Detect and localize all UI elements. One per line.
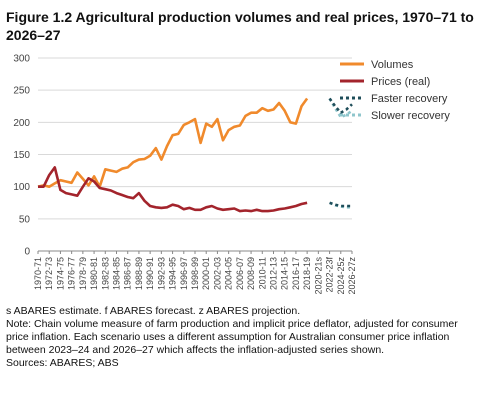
x-tick-label: 1992-93 [156,257,166,290]
y-axis-ticks: 0 50 100 150 200 250 300 [13,54,30,258]
x-tick-label: 2004-05 [224,257,234,290]
x-tick-label: 1978-79 [78,257,88,290]
x-tick-label: 2000-01 [201,257,211,290]
legend-label: Volumes [371,59,414,71]
y-tick-label: 250 [13,86,30,97]
abbreviations-note: s ABARES estimate. f ABARES forecast. z … [6,305,301,317]
sources-note: Sources: ABARES; ABS [6,357,119,369]
series-lines [37,97,353,213]
y-tick-label: 150 [13,150,30,161]
x-tick-label: 2010-11 [257,257,267,289]
chart-title: Figure 1.2 Agricultural production volum… [6,9,474,43]
x-tick-label: 1972-73 [44,257,54,290]
x-axis-ticks: 1970-71 1972-73 1974-75 1976-77 1978-79 1980-… [33,251,357,295]
x-tick-label: 1996-97 [179,257,189,290]
x-tick-label: 2006-07 [235,257,245,290]
legend-label: Prices (real) [371,76,430,88]
legend-label: Faster recovery [371,93,448,105]
x-tick-label: 1988-89 [134,257,144,290]
x-tick-label: 2016-17 [291,257,301,290]
x-tick-label: 1980-81 [89,257,99,290]
x-tick-label: 1984-85 [112,257,122,290]
methodology-note: Note: Chain volume measure of farm produ… [6,318,458,356]
line-chart: 0 50 100 150 200 250 300 1970-71 1972-73 1974-75… [13,54,450,295]
legend-label: Slower recovery [371,110,450,122]
y-tick-label: 0 [24,247,30,258]
x-tick-label: 2002-03 [212,257,222,290]
legend: Volumes Prices (real) Faster recovery Slowe… [340,59,450,122]
series-faster-recovery-volumes [328,97,353,115]
chart-notes: s ABARES estimate. f ABARES forecast. z … [6,305,476,370]
x-tick-label: 2008-09 [246,257,256,290]
x-tick-label: 2026-27z [347,257,357,295]
x-tick-label: 1974-75 [55,257,65,290]
x-tick-label: 2020-21s [313,257,323,295]
series-prices-line [38,166,308,213]
y-tick-label: 100 [13,182,30,193]
x-tick-label: 1994-95 [168,257,178,290]
y-tick-label: 50 [19,214,31,225]
series-volumes-line [37,97,309,188]
x-tick-label: 2022-23f [325,257,335,293]
x-tick-label: 1998-99 [190,257,200,290]
x-tick-label: 2018-19 [302,257,312,290]
x-tick-label: 1976-77 [67,257,77,290]
y-tick-label: 200 [13,118,30,129]
y-tick-label: 300 [13,54,30,65]
x-tick-label: 2014-15 [280,257,290,290]
x-tick-label: 1970-71 [33,257,43,290]
x-tick-label: 2012-13 [269,257,279,290]
grid-lines [38,57,352,252]
x-tick-label: 1986-87 [123,257,133,290]
x-tick-label: 1982-83 [100,257,110,290]
series-faster-recovery-prices [329,201,352,208]
x-tick-label: 1990-91 [145,257,155,290]
x-tick-label: 2024-25z [336,257,346,295]
